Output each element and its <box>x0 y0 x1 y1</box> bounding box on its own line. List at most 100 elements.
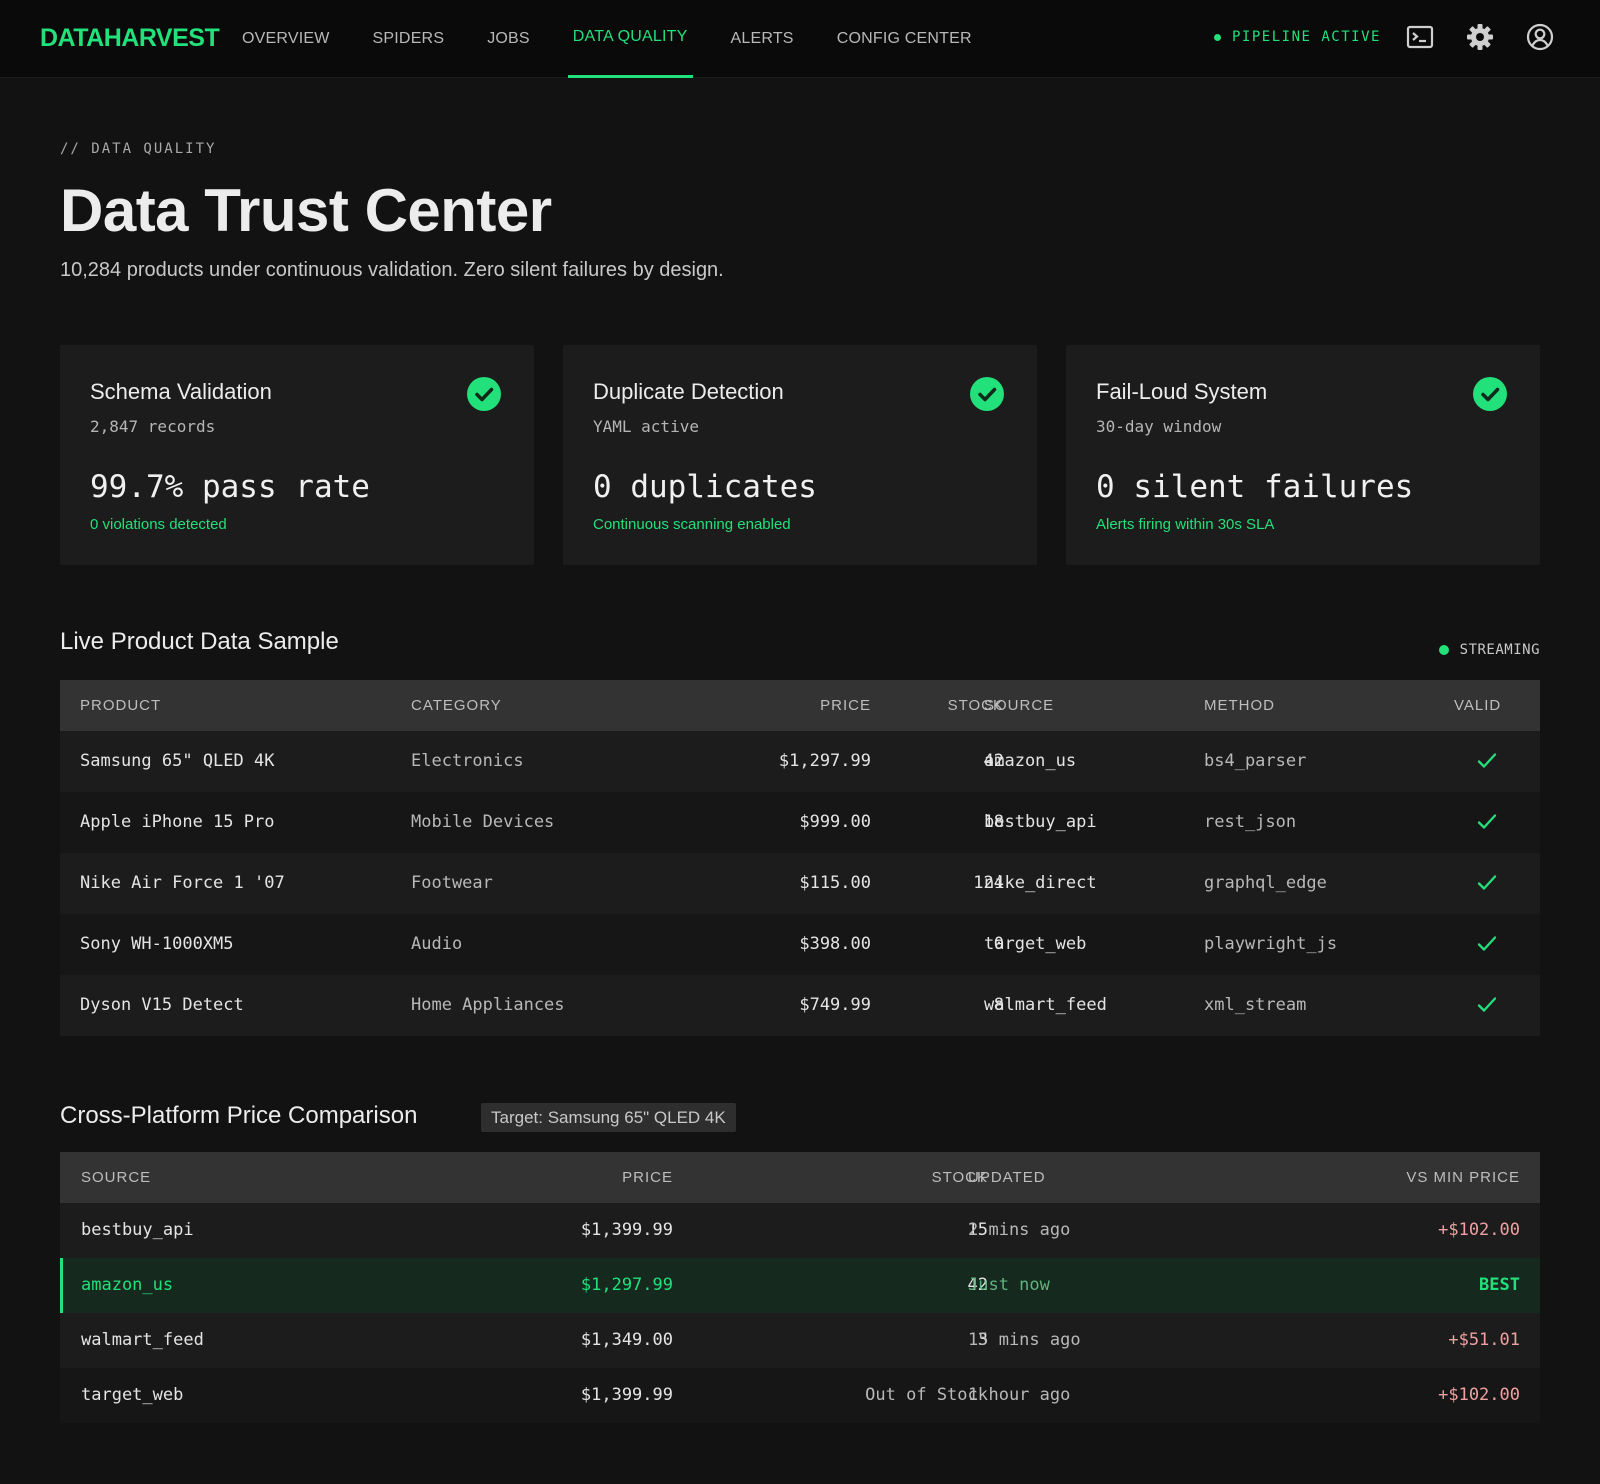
valid-check-icon <box>1476 933 1498 955</box>
table-row[interactable]: Apple iPhone 15 Pro Mobile Devices $999.… <box>60 792 1540 853</box>
nav-link-alerts[interactable]: ALERTS <box>731 0 794 78</box>
table-row[interactable]: Dyson V15 Detect Home Appliances $749.99… <box>60 975 1540 1036</box>
column-header[interactable]: STOCK <box>931 1169 988 1186</box>
terminal-icon[interactable] <box>1405 22 1435 52</box>
cell-category: Home Appliances <box>411 995 565 1015</box>
cell-price: $398.00 <box>799 934 871 954</box>
cell-source: target_web <box>984 934 1087 954</box>
cell-product: Nike Air Force 1 '07 <box>80 873 285 893</box>
card-subtitle: 30-day window <box>1096 417 1222 436</box>
cell-method: graphql_edge <box>1204 873 1327 893</box>
column-header[interactable]: PRICE <box>820 697 871 714</box>
price-comparison-title: Cross-Platform Price Comparison <box>60 1102 418 1129</box>
check-circle-icon <box>1473 377 1507 411</box>
top-nav: DATAHARVEST OVERVIEW SPIDERS JOBS DATA Q… <box>0 0 1600 78</box>
cell-category: Electronics <box>411 751 524 771</box>
table-header: PRODUCT CATEGORY PRICE STOCK SOURCE METH… <box>60 680 1540 731</box>
nav-link-overview[interactable]: OVERVIEW <box>242 0 330 78</box>
cell-stock: 0 <box>993 934 1004 954</box>
nav-link-label: CONFIG CENTER <box>836 30 972 47</box>
streaming-dot-icon <box>1438 645 1449 655</box>
nav-link-label: ALERTS <box>730 30 794 47</box>
live-product-table: PRODUCT CATEGORY PRICE STOCK SOURCE METH… <box>60 680 1540 1036</box>
streaming-label: STREAMING <box>1459 642 1540 658</box>
cell-product: Dyson V15 Detect <box>80 995 244 1015</box>
table-row[interactable]: Sony WH-1000XM5 Audio $398.00 0 target_w… <box>60 914 1540 975</box>
cell-updated: 15 mins ago <box>968 1330 1081 1350</box>
card-note: Alerts firing within 30s SLA <box>1096 516 1275 533</box>
cell-stock: 42 <box>983 751 1004 771</box>
nav-link-jobs[interactable]: JOBS <box>487 0 530 78</box>
cell-category: Mobile Devices <box>411 812 555 832</box>
card-title: Fail-Loud System <box>1096 379 1268 404</box>
valid-check-icon <box>1476 994 1498 1016</box>
table-row[interactable]: target_web $1,399.99 Out of Stock 1 hour… <box>60 1368 1540 1423</box>
gear-icon[interactable] <box>1465 22 1495 52</box>
cell-source: walmart_feed <box>984 995 1107 1015</box>
valid-check-icon <box>1476 750 1498 772</box>
column-header[interactable]: VS MIN PRICE <box>1406 1169 1520 1186</box>
page-title: Data Trust Center <box>60 177 552 244</box>
cell-source: amazon_us <box>81 1275 174 1295</box>
cell-price: $1,297.99 <box>778 751 871 771</box>
cell-updated: 1 hour ago <box>968 1385 1071 1405</box>
cell-stock: Out of Stock <box>865 1385 988 1405</box>
card-title: Schema Validation <box>90 379 272 404</box>
table-row-best[interactable]: amazon_us $1,297.99 42 Just now BEST <box>60 1258 1540 1313</box>
cell-stock: 42 <box>967 1275 988 1295</box>
user-account-icon[interactable] <box>1525 22 1555 52</box>
nav-link-config-center[interactable]: CONFIG CENTER <box>837 0 972 78</box>
check-circle-icon <box>970 377 1004 411</box>
cell-vs-min: +$102.00 <box>1438 1220 1520 1240</box>
cell-price: $1,297.99 <box>580 1275 673 1295</box>
column-header[interactable]: VALID <box>1454 697 1502 714</box>
page-subtitle: 10,284 products under continuous validat… <box>60 259 724 281</box>
valid-check-icon <box>1476 811 1498 833</box>
table-row[interactable]: bestbuy_api $1,399.99 15 2 mins ago +$10… <box>60 1203 1540 1258</box>
table-row[interactable]: walmart_feed $1,349.00 3 15 mins ago +$5… <box>60 1313 1540 1368</box>
table-row[interactable]: Samsung 65" QLED 4K Electronics $1,297.9… <box>60 731 1540 792</box>
live-sample-title: Live Product Data Sample <box>60 628 339 655</box>
cell-vs-min: +$102.00 <box>1438 1385 1520 1405</box>
column-header[interactable]: PRODUCT <box>80 697 162 714</box>
column-header[interactable]: METHOD <box>1204 697 1275 714</box>
card-note: Continuous scanning enabled <box>593 516 791 533</box>
cell-price: $1,399.99 <box>580 1220 673 1240</box>
table-row[interactable]: Nike Air Force 1 '07 Footwear $115.00 12… <box>60 853 1540 914</box>
cell-source: nike_direct <box>984 873 1097 893</box>
nav-link-data-quality[interactable]: DATA QUALITY <box>567 0 693 78</box>
target-product-chip: Target: Samsung 65" QLED 4K <box>481 1103 736 1132</box>
card-metric: 99.7% pass rate <box>90 469 370 505</box>
cell-source: amazon_us <box>984 751 1077 771</box>
cell-price: $1,349.00 <box>580 1330 673 1350</box>
cell-method: xml_stream <box>1204 995 1307 1015</box>
cell-source: bestbuy_api <box>984 812 1097 832</box>
price-comparison-table: SOURCE PRICE STOCK UPDATED VS MIN PRICE … <box>60 1152 1540 1423</box>
card-note: 0 violations detected <box>90 516 227 533</box>
cell-price: $1,399.99 <box>580 1385 673 1405</box>
status-dot-icon <box>1214 33 1221 41</box>
cell-stock: 15 <box>967 1220 988 1240</box>
cell-price: $749.99 <box>799 995 871 1015</box>
nav-link-spiders[interactable]: SPIDERS <box>373 0 445 78</box>
cell-product: Sony WH-1000XM5 <box>80 934 234 954</box>
cell-updated: 2 mins ago <box>968 1220 1071 1240</box>
cell-method: playwright_js <box>1204 934 1338 954</box>
brand-logo[interactable]: DATAHARVEST <box>40 24 220 52</box>
pipeline-status: PIPELINE ACTIVE <box>1214 29 1381 45</box>
column-header[interactable]: UPDATED <box>968 1169 1046 1186</box>
cell-vs-min: BEST <box>1479 1275 1520 1295</box>
column-header[interactable]: STOCK <box>947 697 1004 714</box>
cell-price: $115.00 <box>799 873 871 893</box>
fail-loud-card: Fail-Loud System 30-day window 0 silent … <box>1066 345 1540 565</box>
cell-stock: 3 <box>977 1330 988 1350</box>
valid-check-icon <box>1476 872 1498 894</box>
column-header[interactable]: SOURCE <box>984 697 1055 714</box>
nav-link-label: JOBS <box>487 30 530 47</box>
streaming-status: STREAMING <box>1438 642 1540 658</box>
cell-source: bestbuy_api <box>81 1220 194 1240</box>
schema-validation-card: Schema Validation 2,847 records 99.7% pa… <box>60 345 534 565</box>
column-header[interactable]: PRICE <box>622 1169 673 1186</box>
column-header[interactable]: CATEGORY <box>411 697 502 714</box>
column-header[interactable]: SOURCE <box>81 1169 152 1186</box>
